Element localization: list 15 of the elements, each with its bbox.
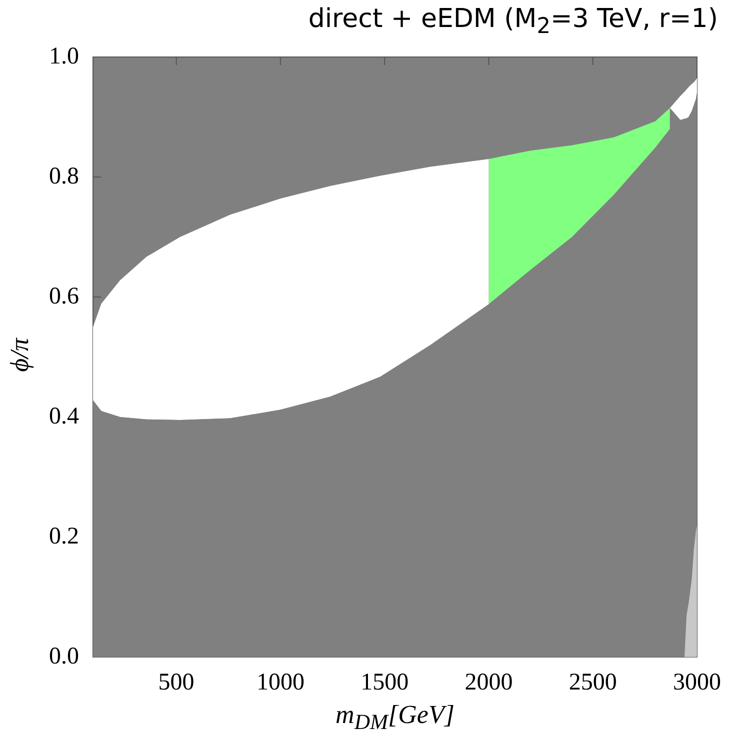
chart-title: direct + eEDM (M$_{2}$=3 TeV, r=1) (308, 4, 718, 40)
y-tick-label: 0.0 (49, 643, 79, 670)
y-tick-label: 0.4 (49, 403, 79, 430)
x-tick-label: 2000 (464, 670, 513, 696)
x-tick-label: 1000 (256, 670, 304, 696)
x-tick-label: 3000 (673, 670, 721, 696)
y-tick-label: 0.8 (49, 163, 79, 190)
x-tick-label: 500 (158, 670, 194, 696)
y-axis-title: ϕ/π (5, 336, 35, 374)
x-tick-label: 2500 (568, 670, 617, 696)
y-tick-label: 1.0 (49, 43, 79, 70)
x-tick-label: 1500 (360, 670, 409, 696)
y-tick-label: 0.6 (49, 283, 79, 310)
x-axis-title: m$_{DM}$[GeV] (334, 700, 456, 736)
y-tick-label: 0.2 (49, 523, 79, 550)
